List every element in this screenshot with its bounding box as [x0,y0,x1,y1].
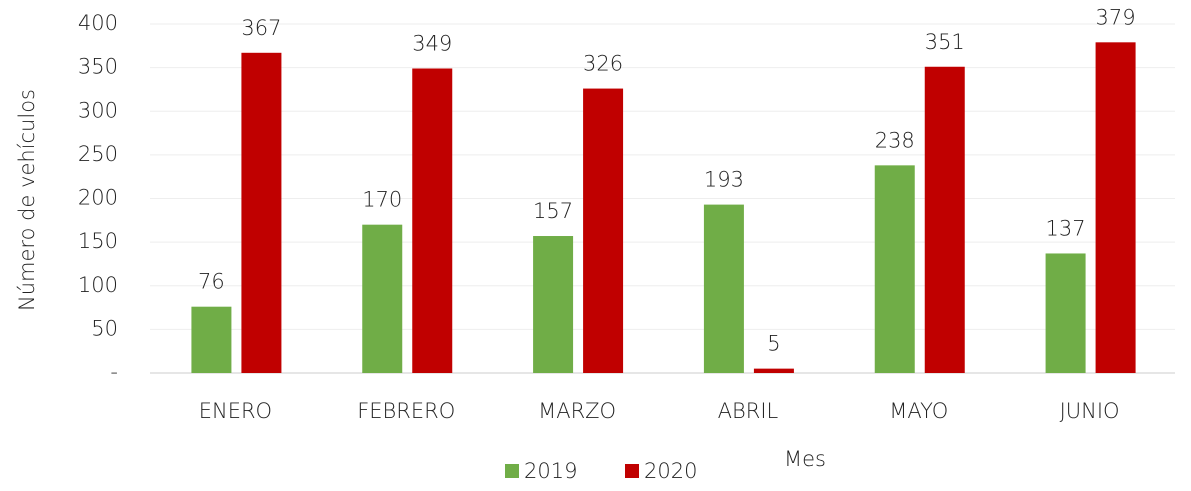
legend-swatch [625,464,639,478]
data-label: 367 [241,16,281,40]
data-label: 157 [533,199,573,223]
y-axis-label: Número de vehículos [15,89,39,311]
y-tick-label: 300 [78,98,118,122]
data-label: 326 [583,52,623,76]
bar [753,368,794,373]
y-tick-label: 200 [78,186,118,210]
y-tick-label: 50 [91,316,118,340]
y-tick-label: - [110,360,118,384]
data-label: 193 [704,168,744,192]
legend-label: 2020 [644,459,697,483]
x-tick-label: ABRIL [718,399,779,423]
data-label: 137 [1046,216,1086,240]
data-label: 170 [362,188,402,212]
y-tick-label: 100 [78,273,118,297]
legend-label: 2019 [524,459,577,483]
bar [412,68,453,373]
bar [1095,42,1136,373]
y-tick-label: 350 [78,55,118,79]
bar [533,236,574,373]
x-tick-label: ENERO [199,399,272,423]
data-label: 351 [925,30,965,54]
bar [362,224,403,373]
bar [583,88,624,373]
x-tick-label: MAYO [889,399,948,423]
x-axis-label: Mes [784,447,826,471]
x-tick-label: MARZO [538,399,616,423]
y-tick-label: 250 [78,142,118,166]
y-tick-label: 150 [78,229,118,253]
bar [924,66,965,373]
bar [1045,253,1086,373]
data-label: 238 [875,128,915,152]
bar [874,165,915,373]
bar [191,306,232,373]
x-tick-label: FEBRERO [357,399,455,423]
y-tick-label: 400 [78,11,118,35]
data-label: 349 [412,31,452,55]
data-label: 76 [198,270,225,294]
data-label: 5 [767,332,780,356]
bar [241,52,282,373]
bar [703,204,744,373]
data-label: 379 [1096,5,1136,29]
legend-swatch [505,464,519,478]
x-tick-label: JUNIO [1060,399,1120,423]
